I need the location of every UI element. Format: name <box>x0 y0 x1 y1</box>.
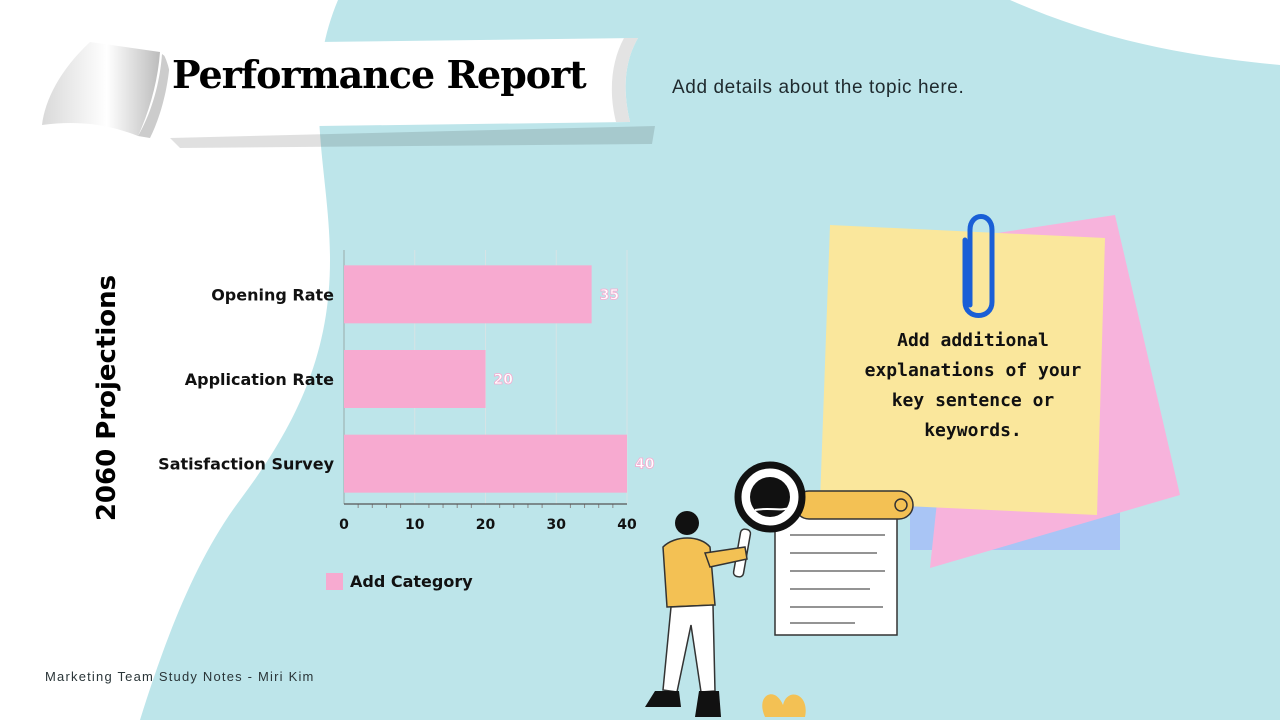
x-tick-label: 20 <box>476 517 496 533</box>
banner-curl-left <box>42 42 160 136</box>
data-label: 40 <box>635 457 655 473</box>
bar <box>344 265 592 324</box>
y-category-label: Satisfaction Survey <box>158 455 334 474</box>
page-subtitle: Add details about the topic here. <box>672 77 965 98</box>
side-title: 2060 Projections <box>92 274 122 522</box>
x-tick-label: 30 <box>547 517 567 533</box>
sticky-note-yellow <box>820 225 1105 515</box>
sticky-notes <box>820 214 1180 568</box>
bar <box>344 350 486 408</box>
page-title: Performance Report <box>172 52 587 97</box>
person-head <box>675 511 699 535</box>
y-category-label: Opening Rate <box>211 285 334 304</box>
paperclip-icon <box>962 214 995 318</box>
banner-body <box>158 38 638 128</box>
x-tick-label: 40 <box>617 517 637 533</box>
bar-chart: 0 10 20 30 40 Opening Rate 35 Application Rate 2… <box>158 250 655 533</box>
x-tick-label: 10 <box>405 517 425 533</box>
y-category-label: Application Rate <box>185 370 334 389</box>
note-text: Add additional explanations of your key … <box>864 330 1082 441</box>
data-label: 35 <box>600 287 619 303</box>
x-tick-label: 0 <box>339 517 349 533</box>
data-label: 20 <box>494 372 514 388</box>
person-magnifier-illustration <box>645 461 914 717</box>
title-banner <box>42 38 655 148</box>
footer-text: Marketing Team Study Notes - Miri Kim <box>45 669 315 684</box>
legend-label: Add Category <box>350 572 473 591</box>
chart-legend: Add Category <box>326 572 473 591</box>
bar <box>344 434 627 493</box>
plant-icon <box>762 694 806 717</box>
legend-swatch <box>326 573 343 590</box>
